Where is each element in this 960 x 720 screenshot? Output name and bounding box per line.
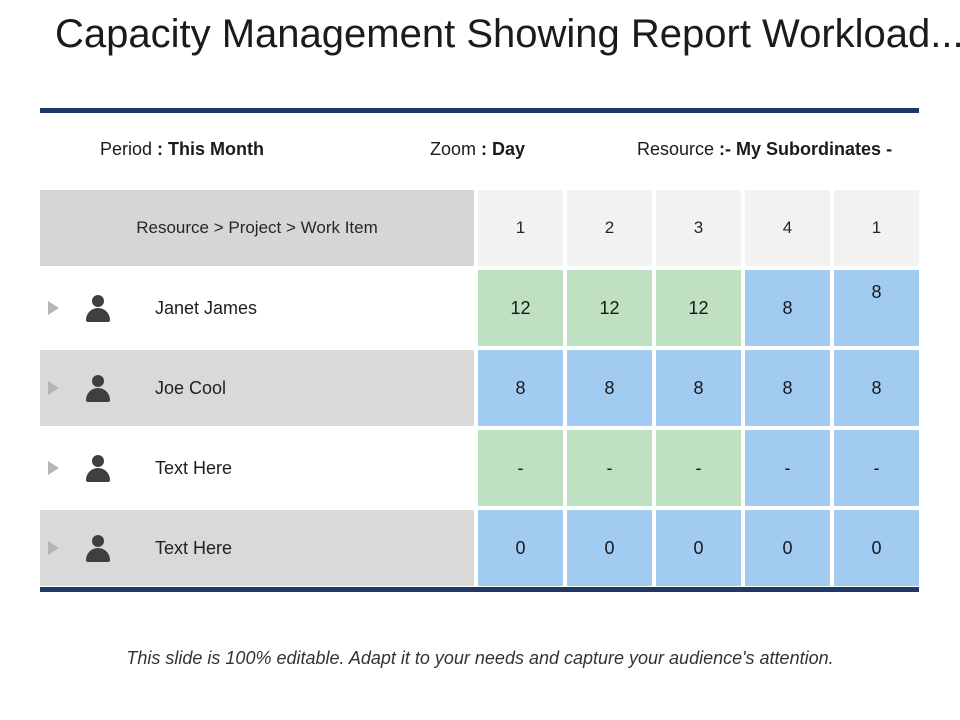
resource-filter-separator: :: [714, 139, 726, 159]
zoom-filter-value: Day: [492, 139, 526, 159]
person-icon: [85, 534, 111, 562]
top-divider-line: [40, 108, 919, 113]
workload-cell: 8: [478, 350, 563, 426]
workload-cell: -: [567, 430, 652, 506]
table-header-day-3: 3: [656, 190, 741, 266]
workload-cell: 8: [834, 350, 919, 426]
table-row-label: Joe Cool: [40, 350, 474, 426]
resource-filter-label: Resource: [637, 139, 715, 159]
workload-cell: 0: [745, 510, 830, 586]
table-header-day-1: 1: [478, 190, 563, 266]
workload-cell: -: [834, 430, 919, 506]
zoom-filter-separator: :: [476, 139, 493, 159]
period-filter[interactable]: Period : This Month: [100, 139, 264, 160]
workload-cell: -: [745, 430, 830, 506]
resource-name: Joe Cool: [155, 377, 227, 398]
bottom-divider-line: [40, 587, 919, 592]
zoom-filter-label: Zoom: [430, 139, 477, 159]
workload-cell: 8: [834, 270, 919, 346]
person-icon: [85, 374, 111, 402]
table-header-day-4: 4: [745, 190, 830, 266]
table-row-label: Text Here: [40, 510, 474, 586]
workload-cell: 8: [567, 350, 652, 426]
workload-cell: 12: [656, 270, 741, 346]
workload-cell: -: [656, 430, 741, 506]
workload-table: Resource > Project > Work Item 1 2 3 4 1…: [40, 190, 919, 586]
workload-cell: -: [478, 430, 563, 506]
workload-cell: 0: [567, 510, 652, 586]
workload-cell: 8: [745, 350, 830, 426]
filter-bar: Period : This Month Zoom : Day Resource …: [0, 139, 960, 163]
person-icon: [85, 294, 111, 322]
table-header-day-2: 2: [567, 190, 652, 266]
period-filter-label: Period: [100, 139, 153, 159]
expand-arrow-icon[interactable]: [48, 461, 59, 475]
period-filter-separator: :: [152, 139, 169, 159]
table-row-label: Text Here: [40, 430, 474, 506]
workload-cell: 12: [478, 270, 563, 346]
workload-cell: 0: [478, 510, 563, 586]
zoom-filter[interactable]: Zoom : Day: [430, 139, 525, 160]
resource-name: Text Here: [155, 457, 233, 478]
resource-filter-value: - My Subordinates -: [725, 139, 893, 159]
expand-arrow-icon[interactable]: [48, 381, 59, 395]
resource-filter[interactable]: Resource :- My Subordinates -: [637, 139, 892, 160]
period-filter-value: This Month: [168, 139, 265, 159]
workload-cell: 0: [656, 510, 741, 586]
workload-cell: 8: [656, 350, 741, 426]
workload-cell: 0: [834, 510, 919, 586]
slide-title: Capacity Management Showing Report Workl…: [55, 12, 960, 56]
expand-arrow-icon[interactable]: [48, 541, 59, 555]
table-header-day-5: 1: [834, 190, 919, 266]
slide-footer-note: This slide is 100% editable. Adapt it to…: [126, 648, 834, 668]
workload-cell: 8: [745, 270, 830, 346]
workload-cell: 12: [567, 270, 652, 346]
expand-arrow-icon[interactable]: [48, 301, 59, 315]
table-header-resource-project-workitem: Resource > Project > Work Item: [40, 190, 474, 266]
person-icon: [85, 454, 111, 482]
resource-name: Text Here: [155, 537, 233, 558]
resource-name: Janet James: [155, 297, 258, 318]
table-row-label: Janet James: [40, 270, 474, 346]
